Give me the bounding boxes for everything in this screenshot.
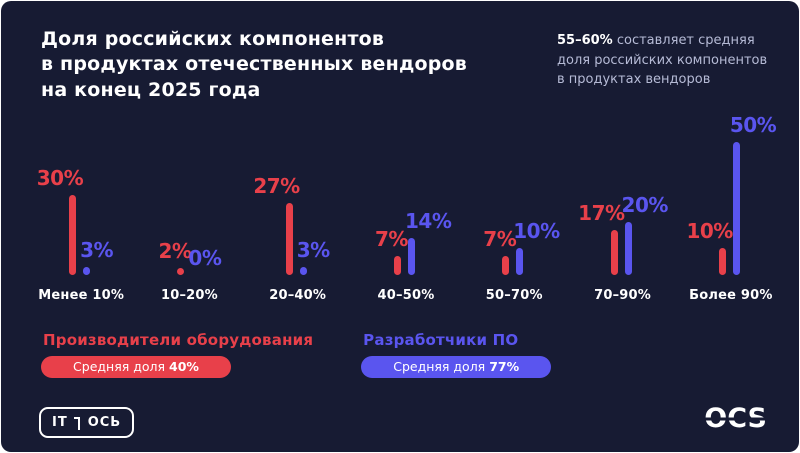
chart-group: 7% 10% 50–70% xyxy=(460,103,568,308)
bar-value-label: 3% xyxy=(296,238,330,262)
legend: Производители оборудования Средняя доля … xyxy=(41,331,552,378)
legend-average-software: Средняя доля 77% xyxy=(361,356,552,378)
legend-average-hardware: Средняя доля 40% xyxy=(41,356,231,378)
legend-average-label: Средняя доля xyxy=(393,359,486,374)
bar-blue xyxy=(407,238,415,275)
category-label: 10–20% xyxy=(160,288,218,303)
bar-value-label: 50% xyxy=(729,113,777,137)
bar-value-label: 27% xyxy=(253,174,300,198)
category-label: 50–70% xyxy=(485,288,543,303)
bar-value-label: 30% xyxy=(36,166,84,190)
bar-value-label: 10% xyxy=(686,219,733,243)
chart-group: 17% 20% 70–90% xyxy=(568,103,676,308)
legend-average-value: 77% xyxy=(489,359,520,374)
bar-red xyxy=(285,203,293,275)
legend-title-hardware: Производители оборудования xyxy=(43,331,314,349)
bars-area: 10% 50% xyxy=(677,103,785,275)
legend-average-value: 40% xyxy=(169,359,199,374)
bars-area: 7% 10% xyxy=(460,103,568,275)
legend-item-hardware: Производители оборудования Средняя доля … xyxy=(41,331,313,378)
bars-area: 17% 20% xyxy=(568,103,676,275)
bar-blue xyxy=(299,267,307,275)
bar-value-label: 20% xyxy=(621,193,669,217)
legend-title-software: Разработчики ПО xyxy=(363,331,519,349)
category-label: Более 90% xyxy=(689,288,773,303)
bar-red xyxy=(177,268,185,275)
bar-red xyxy=(393,256,401,275)
chart-group: 10% 50% Более 90% xyxy=(677,103,785,308)
bar-value-label: 17% xyxy=(578,201,625,225)
bars-area: 7% 14% xyxy=(352,103,460,275)
bar-value-label: 14% xyxy=(404,209,452,233)
bar-value-label: 7% xyxy=(375,227,408,251)
bar-red xyxy=(610,230,618,275)
bar-red xyxy=(502,256,510,275)
bar-red xyxy=(69,195,77,275)
category-label: 70–90% xyxy=(594,288,651,303)
chart-group: 27% 3% 20–40% xyxy=(244,103,352,308)
category-label: 40–50% xyxy=(377,288,435,303)
chart-group: 2% 0% 10–20% xyxy=(135,103,243,308)
bar-blue xyxy=(732,142,740,275)
bars-area: 2% 0% xyxy=(135,103,243,275)
bars-area: 30% 3% xyxy=(27,103,135,275)
category-label: Менее 10% xyxy=(38,288,125,303)
bar-value-label: 0% xyxy=(188,246,222,270)
chart-group: 7% 14% 40–50% xyxy=(352,103,460,308)
bar-chart: 30% 3% Менее 10% 2% 0% 10–20% 27% 3% 20–40% 7% 14%… xyxy=(27,103,785,308)
bar-red xyxy=(718,248,726,275)
highlight-value: 55–60% xyxy=(557,33,613,48)
chart-group: 30% 3% Менее 10% xyxy=(27,103,135,308)
bar-blue xyxy=(624,222,632,275)
page-title: Доля российских компонентов в продуктах … xyxy=(41,28,468,101)
bar-value-label: 10% xyxy=(513,219,560,243)
bar-value-label: 3% xyxy=(80,238,114,262)
itos-logo-part2: ОСЬ xyxy=(87,415,122,430)
bar-blue xyxy=(83,267,91,275)
legend-average-label: Средняя доля xyxy=(73,359,166,374)
bars-area: 27% 3% xyxy=(244,103,352,275)
highlight-note: 55–60% составляет средняя доля российски… xyxy=(557,31,775,90)
legend-item-software: Разработчики ПО Средняя доля 77% xyxy=(361,331,552,378)
category-label: 20–40% xyxy=(269,288,327,303)
ocs-logo: OCS xyxy=(704,403,767,434)
bar-blue xyxy=(516,248,524,275)
highlight-text: составляет средняя доля российских компо… xyxy=(557,33,768,87)
bar-value-label: 7% xyxy=(483,227,517,251)
bar-value-label: 2% xyxy=(158,239,192,263)
itos-logo-part1: IT xyxy=(52,415,68,430)
itos-logo: IT ОСЬ xyxy=(39,407,135,438)
step-icon xyxy=(73,414,83,432)
